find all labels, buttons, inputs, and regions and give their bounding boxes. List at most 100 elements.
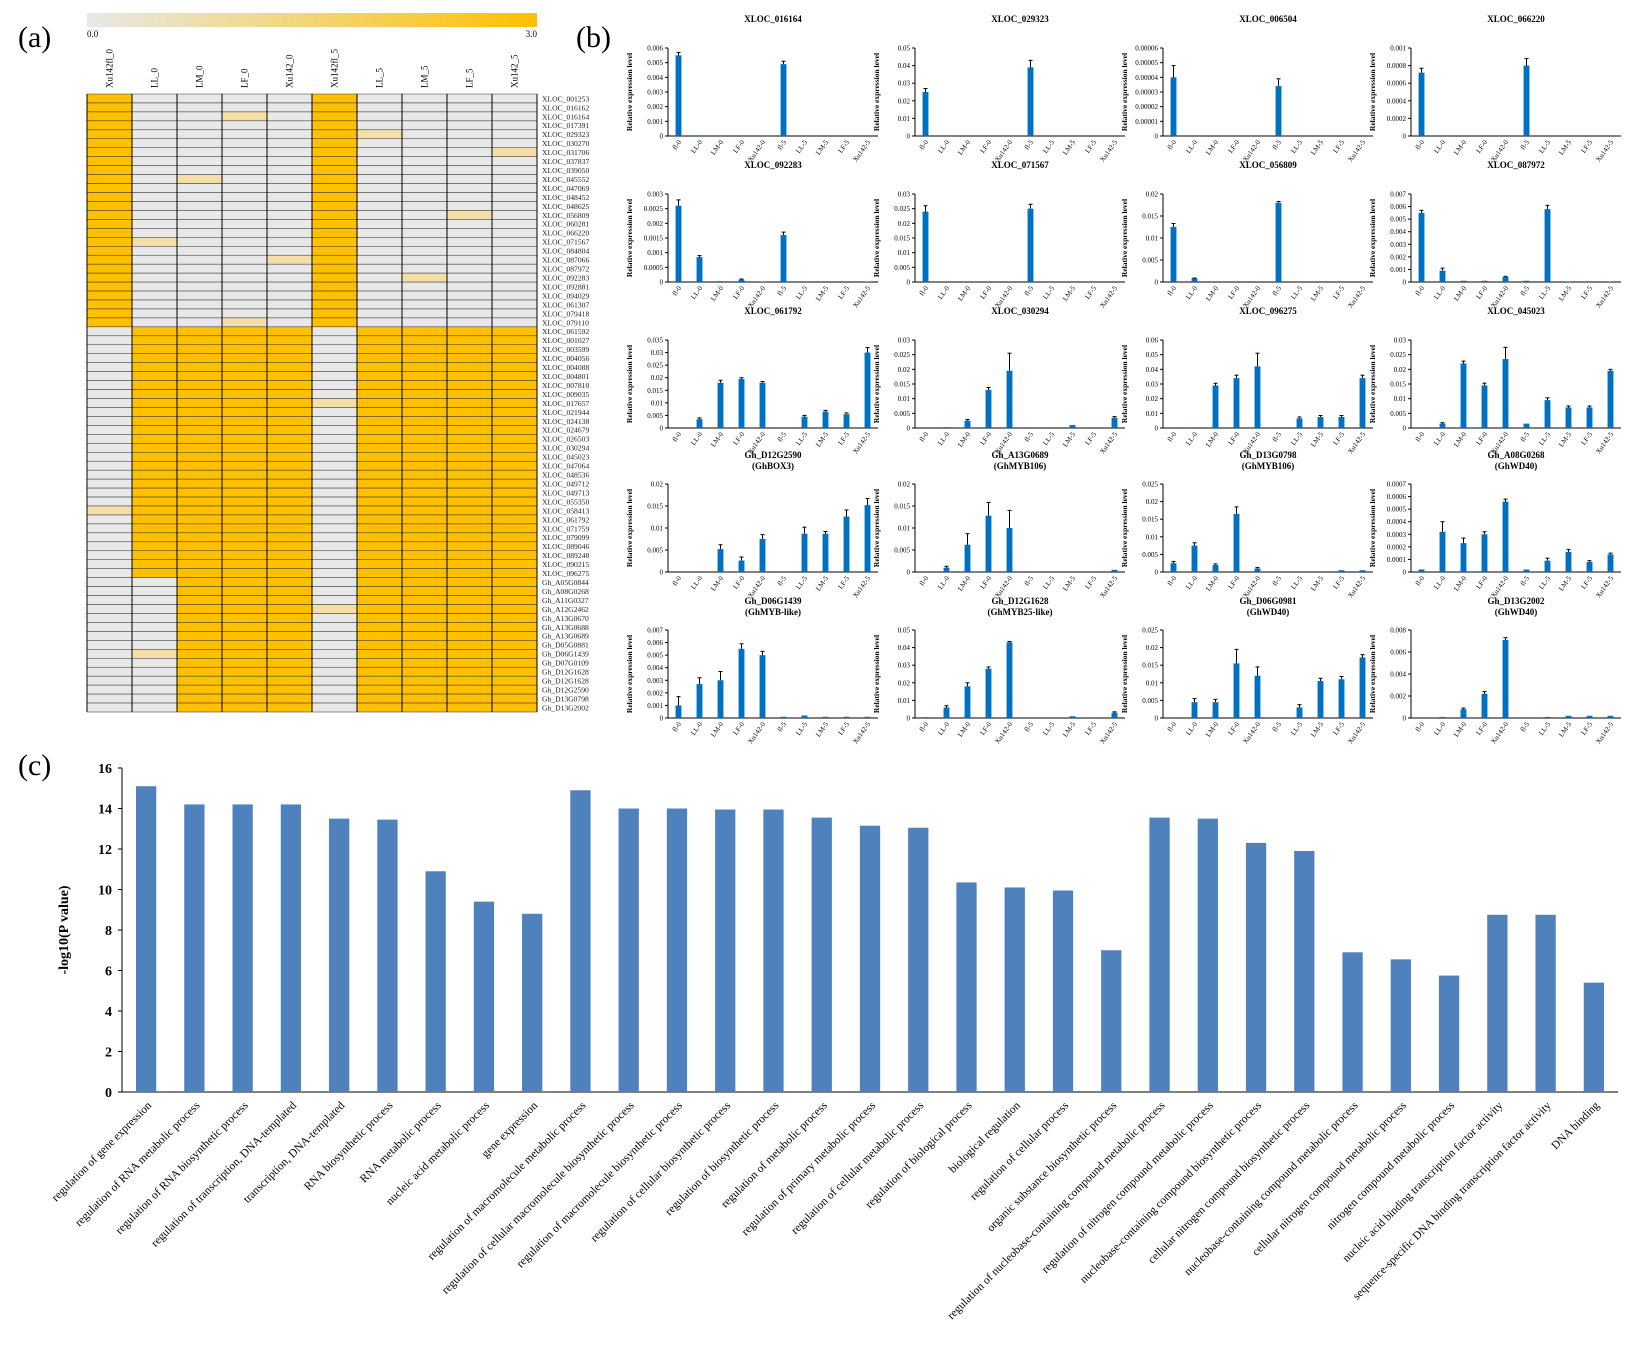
heatmap-cell [176, 684, 223, 695]
heatmap-cell [446, 246, 493, 256]
heatmap-cell [86, 622, 133, 632]
heatmap-cell [311, 174, 358, 184]
heatmap-cell [86, 201, 133, 211]
qpcr-y-tick-label: 0.003 [647, 191, 663, 199]
heatmap-cell [491, 693, 538, 704]
qpcr-y-tick-label: 0.04 [1146, 366, 1159, 374]
heatmap-cell [356, 335, 403, 346]
heatmap-cell [446, 335, 493, 346]
heatmap-cell [131, 210, 178, 220]
qpcr-bar [1607, 370, 1614, 428]
qpcr-x-tick-label: LL-0 [1432, 138, 1447, 155]
heatmap-cell [266, 532, 313, 543]
heatmap-cell [491, 407, 538, 417]
qpcr-panel: Gh_D13G2002(GhWD40) 0 0.002 0.004 0.006 0.008… [1368, 596, 1621, 746]
heatmap-cell [401, 210, 448, 220]
heatmap-cell [266, 622, 313, 632]
heatmap-cell [491, 568, 538, 578]
qpcr-bar [1502, 639, 1509, 718]
heatmap-cell [356, 407, 403, 417]
heatmap-cell [176, 335, 223, 346]
heatmap-row-label: XLOC_094029 [542, 291, 589, 300]
qpcr-bar [759, 281, 766, 282]
heatmap-cell [491, 702, 538, 713]
heatmap-cell [401, 496, 448, 507]
heatmap-cell [176, 658, 223, 668]
heatmap-cell [446, 228, 493, 238]
heatmap-cell [356, 281, 403, 292]
qpcr-x-tick-label: Xu142-0 [1489, 720, 1510, 745]
qpcr-x-tick-label: fl-5 [1271, 720, 1284, 733]
qpcr-x-tick-label: LL-5 [1537, 720, 1552, 737]
qpcr-y-tick-label: 0 [1155, 133, 1159, 141]
heatmap-cell [176, 254, 223, 265]
heatmap-cell [266, 201, 313, 211]
qpcr-y-tick-label: 0.02 [1146, 498, 1159, 506]
heatmap-cell [221, 443, 268, 453]
heatmap-cell [176, 496, 223, 507]
heatmap-cell [221, 649, 268, 659]
heatmap-cell [266, 487, 313, 498]
heatmap-cell [266, 299, 313, 310]
qpcr-y-tick-label: 0.015 [1142, 662, 1158, 670]
qpcr-panel-subtitle: (GhWD40) [1495, 607, 1538, 617]
heatmap-cell [86, 550, 133, 560]
heatmap-cell [446, 254, 493, 265]
qpcr-x-tick-label: LF-0 [732, 138, 747, 154]
heatmap-cell [86, 398, 133, 408]
qpcr-x-tick-label: Xu142-5 [1594, 574, 1615, 599]
heatmap-cell [176, 147, 223, 157]
heatmap-cell [86, 183, 133, 193]
qpcr-y-tick-label: 0.02 [1146, 191, 1159, 199]
heatmap-cell [311, 326, 358, 337]
heatmap-cell [446, 613, 493, 623]
heatmap-cell [446, 317, 493, 328]
heatmap-cell [266, 613, 313, 623]
qpcr-bar [822, 533, 829, 572]
qpcr-bar [1481, 534, 1488, 572]
heatmap-row-label: XLOC_030270 [542, 139, 589, 148]
heatmap-cell [221, 514, 268, 525]
qpcr-y-tick-label: 0 [1155, 279, 1159, 287]
heatmap-row-label: XLOC_030294 [542, 444, 589, 453]
heatmap-cell [446, 416, 493, 426]
heatmap-cell [401, 559, 448, 569]
qpcr-bar [964, 686, 971, 718]
heatmap-cell [221, 407, 268, 417]
qpcr-x-tick-label: LF-5 [1332, 430, 1347, 446]
heatmap-cell [266, 595, 313, 605]
heatmap-row-label: Gh_D13G2002 [542, 703, 589, 712]
go-bar [1583, 982, 1605, 1092]
heatmap-cell [221, 622, 268, 632]
qpcr-bar [1418, 569, 1425, 572]
qpcr-x-tick-label: LL-5 [1289, 574, 1304, 591]
qpcr-x-tick-label: Xu142-5 [1098, 284, 1119, 309]
qpcr-y-tick-label: 0.00004 [1135, 74, 1158, 82]
qpcr-panel-title: XLOC_006504 [1239, 14, 1297, 24]
qpcr-y-tick-label: 0 [1403, 133, 1407, 141]
heatmap-column-label: LL_5 [375, 68, 385, 88]
heatmap-cell [491, 478, 538, 489]
heatmap-cell [221, 505, 268, 516]
heatmap-cell [266, 505, 313, 516]
qpcr-x-tick-label: LF-5 [837, 720, 852, 736]
heatmap-row-label: XLOC_017391 [542, 121, 589, 130]
qpcr-y-tick-label: 0.005 [1142, 257, 1158, 265]
go-bar [1438, 975, 1460, 1092]
qpcr-x-tick-label: LL-5 [794, 138, 809, 155]
heatmap-cell [131, 523, 178, 534]
heatmap-cell [221, 693, 268, 704]
heatmap-cell [86, 192, 133, 202]
heatmap-cell [86, 237, 133, 247]
heatmap-cell [356, 156, 403, 166]
heatmap-cell [311, 452, 358, 462]
heatmap-cell [401, 622, 448, 632]
qpcr-x-tick-label: LM-0 [1452, 430, 1468, 448]
qpcr-y-tick-label: 0.003 [647, 677, 663, 685]
qpcr-x-tick-label: LM-5 [814, 138, 830, 156]
heatmap-cell [311, 577, 358, 587]
go-x-tick-label: regulation of nitrogen compound metaboli… [1040, 1099, 1217, 1276]
heatmap-cell [401, 398, 448, 408]
heatmap-cell [221, 344, 268, 354]
heatmap-cell [266, 443, 313, 453]
